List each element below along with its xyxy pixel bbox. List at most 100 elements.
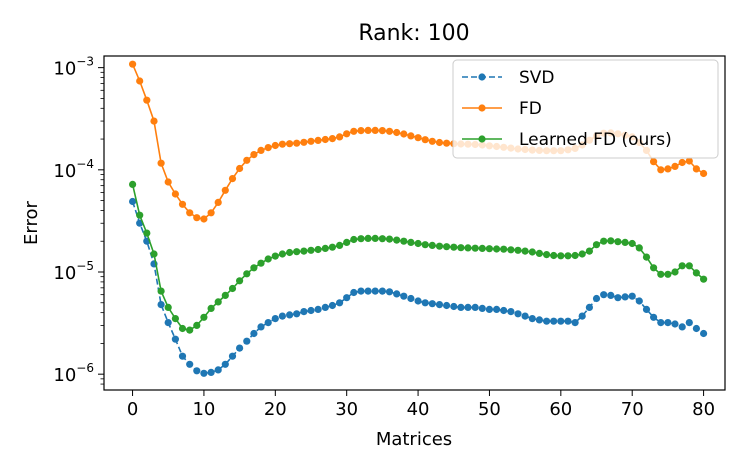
data-point: [171, 335, 179, 343]
x-tick-label: 70: [621, 399, 644, 420]
data-point: [493, 305, 501, 313]
data-point: [507, 246, 515, 254]
data-point: [157, 159, 165, 167]
data-point: [607, 237, 615, 245]
data-point: [407, 238, 415, 246]
data-point: [564, 252, 572, 260]
data-point: [336, 133, 344, 141]
data-point: [293, 310, 301, 318]
data-point: [271, 252, 279, 260]
data-point: [650, 264, 658, 272]
data-point: [257, 259, 265, 267]
data-point: [657, 166, 665, 174]
data-point: [300, 308, 308, 316]
data-point: [628, 292, 636, 300]
data-point: [286, 248, 294, 257]
data-point: [543, 251, 551, 259]
data-point: [286, 140, 294, 148]
data-point: [321, 244, 329, 252]
legend-label: FD: [519, 99, 542, 119]
data-point: [671, 162, 679, 170]
data-point: [435, 301, 444, 309]
data-point: [150, 250, 158, 258]
data-point: [393, 290, 401, 298]
data-point: [535, 249, 544, 257]
data-point: [485, 305, 493, 313]
data-point: [457, 303, 465, 311]
data-point: [200, 313, 208, 321]
data-point: [221, 186, 229, 194]
data-point: [642, 253, 651, 261]
data-point: [507, 308, 515, 316]
legend-label: SVD: [519, 68, 555, 88]
data-point: [286, 311, 294, 319]
data-point: [357, 287, 365, 295]
data-point: [250, 264, 258, 272]
data-point: [421, 136, 429, 144]
data-point: [228, 175, 237, 183]
data-point: [557, 252, 565, 260]
data-point: [657, 270, 665, 278]
data-point: [164, 319, 172, 327]
data-point: [578, 250, 586, 258]
data-point: [400, 130, 408, 138]
data-point: [385, 288, 394, 296]
y-tick-label: 10−5: [53, 259, 94, 284]
x-tick-label: 50: [478, 399, 501, 420]
data-point: [371, 287, 379, 295]
data-point: [678, 262, 686, 270]
data-point: [193, 214, 201, 222]
data-point: [585, 247, 594, 255]
data-point: [250, 329, 258, 338]
data-point: [178, 352, 187, 360]
data-point: [421, 241, 429, 249]
data-point: [550, 251, 558, 260]
data-point: [243, 270, 251, 278]
data-point: [357, 235, 365, 243]
x-tick-label: 80: [692, 399, 715, 420]
data-point: [236, 164, 244, 173]
data-point: [328, 301, 336, 310]
data-point: [685, 157, 693, 165]
data-point: [443, 243, 451, 251]
data-point: [300, 138, 308, 146]
data-point: [350, 288, 358, 297]
data-point: [200, 369, 208, 377]
data-point: [364, 234, 372, 242]
data-point: [528, 315, 536, 323]
data-point: [171, 190, 179, 198]
data-point: [571, 319, 579, 327]
data-point: [600, 237, 608, 245]
data-point: [678, 158, 686, 167]
data-point: [628, 239, 636, 248]
data-point: [428, 300, 436, 308]
legend: SVD FD Learned FD (ours): [452, 59, 719, 159]
data-point: [143, 229, 151, 237]
data-point: [393, 128, 401, 137]
x-axis-label: Matrices: [376, 429, 452, 450]
data-point: [550, 317, 558, 325]
data-point: [343, 294, 351, 302]
data-point: [307, 306, 315, 315]
data-point: [471, 244, 479, 252]
data-point: [336, 241, 344, 249]
data-point: [571, 251, 579, 260]
data-point: [136, 211, 144, 219]
x-tick-label: 30: [335, 399, 358, 420]
data-point: [600, 291, 608, 299]
data-point: [464, 303, 472, 311]
data-point: [450, 243, 458, 251]
data-point: [129, 180, 137, 188]
data-point: [514, 310, 522, 318]
data-point: [378, 287, 386, 295]
data-point: [607, 291, 615, 299]
data-point: [364, 126, 372, 134]
data-point: [443, 301, 451, 310]
data-point: [364, 287, 372, 295]
data-point: [343, 238, 351, 246]
data-point: [314, 245, 322, 254]
data-point: [178, 200, 187, 208]
data-point: [264, 144, 272, 152]
data-point: [257, 146, 265, 154]
